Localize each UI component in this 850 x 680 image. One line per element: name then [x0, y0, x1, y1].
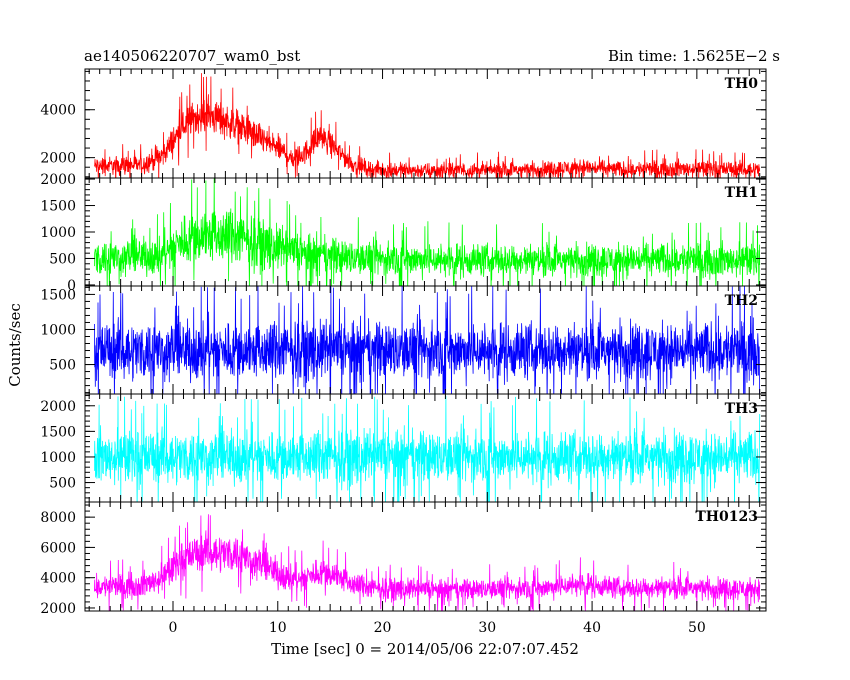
y-tick-label: 1500 [40, 424, 76, 440]
x-tick-label: 10 [269, 620, 287, 636]
panel-th0123: 2000 4000 6000 8000 TH0123 [40, 501, 767, 617]
x-tick-label: 0 [169, 620, 178, 636]
y-tick-label: 1500 [40, 199, 76, 215]
y-tick-label: 2000 [40, 601, 76, 617]
y-tick-label: 1000 [40, 450, 76, 466]
series-line-th3 [94, 395, 761, 502]
chart-title: ae140506220707_wam0_bst [84, 47, 300, 65]
y-tick-label: 1500 [40, 287, 76, 303]
series-line-th2 [94, 286, 760, 394]
bin-time-label: Bin time: 1.5625E−2 s [608, 47, 780, 65]
x-tick-label: 30 [478, 620, 496, 636]
y-tick-label: 1000 [40, 225, 76, 241]
y-tick-label: 2000 [40, 399, 76, 415]
panel-th0: 2000 4000 TH0 [40, 68, 767, 179]
series-line-th0 [94, 73, 761, 178]
panel-label-th0: TH0 [725, 76, 759, 92]
panel-frame [84, 501, 767, 612]
series-line-th1 [94, 178, 761, 286]
y-tick-label: 4000 [40, 571, 76, 587]
panels-group: 20004000TH00500100015002000TH15001000150… [40, 68, 767, 636]
y-tick-label: 8000 [40, 510, 76, 526]
y-axis-label: Counts/sec [6, 303, 24, 387]
panel-frame [84, 177, 767, 287]
y-tick-label: 1000 [40, 322, 76, 338]
panel-label-th1: TH1 [725, 185, 758, 201]
x-tick-label: 20 [374, 620, 392, 636]
y-tick-label: 500 [49, 251, 76, 267]
x-tick-label: 40 [583, 620, 601, 636]
panel-th1: 0 500 1000 1500 2000 TH1 [40, 172, 767, 294]
panel-label-th0123: TH0123 [695, 509, 758, 525]
y-tick-label: 6000 [40, 540, 76, 556]
panel-th3: 500 1000 1500 2000 TH3 [40, 393, 767, 503]
x-axis-label: Time [sec] 0 = 2014/05/06 22:07:07.452 [271, 640, 579, 658]
y-tick-label: 500 [49, 476, 76, 492]
y-tick-label: 2000 [40, 151, 76, 167]
panel-label-th2: TH2 [725, 293, 758, 309]
y-tick-label: 0 [67, 278, 76, 294]
y-tick-label: 2000 [40, 172, 76, 188]
y-tick-label: 500 [49, 358, 76, 374]
panel-label-th3: TH3 [725, 401, 758, 417]
x-tick-label: 50 [688, 620, 706, 636]
y-tick-label: 4000 [40, 103, 76, 119]
series-line-th0123 [94, 514, 761, 611]
panel-frame [84, 68, 767, 179]
